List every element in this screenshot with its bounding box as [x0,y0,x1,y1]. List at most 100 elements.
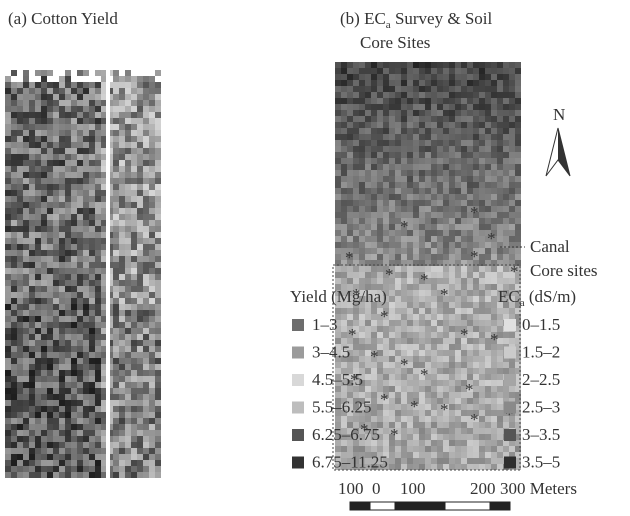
yield-cell [155,286,161,292]
ec-cell [455,188,461,194]
yield-cell [59,436,65,442]
yield-cell [53,400,59,406]
yield-cell [17,472,23,478]
yield-cell [83,148,89,154]
yield-cell [17,394,23,400]
ec-cell [401,422,407,428]
ec-cell [407,266,413,272]
yield-cell [41,178,47,184]
yield-cell [47,334,53,340]
yield-cell [95,346,101,352]
yield-cell [65,322,71,328]
ec-cell [449,446,455,452]
yield-cell [23,448,29,454]
yield-cell [149,430,155,436]
ec-cell [335,62,341,68]
ec-cell [455,350,461,356]
ec-cell [413,134,419,140]
ec-cell [401,110,407,116]
ec-cell [401,104,407,110]
yield-cell [125,280,131,286]
ec-cell [383,344,389,350]
ec-cell [377,416,383,422]
ec-cell [419,314,425,320]
ec-cell [497,362,503,368]
ec-cell [509,188,515,194]
ec-cell [509,134,515,140]
ec-cell [473,332,479,338]
ec-cell [395,458,401,464]
ec-cell [389,230,395,236]
ec-cell [377,104,383,110]
yield-cell [149,202,155,208]
ec-cell [509,116,515,122]
yield-cell [17,418,23,424]
yield-cell [113,220,119,226]
ec-cell [431,380,437,386]
ec-cell [425,398,431,404]
ec-cell [377,206,383,212]
yield-cell [11,292,17,298]
ec-cell [455,170,461,176]
ec-cell [479,284,485,290]
yield-cell [35,412,41,418]
yield-cell [83,286,89,292]
ec-cell [467,362,473,368]
yield-cell [89,412,95,418]
yield-cell [137,124,143,130]
yield-cell [11,400,17,406]
yield-cell [29,274,35,280]
ec-cell [479,218,485,224]
yield-cell [83,364,89,370]
yield-cell [59,358,65,364]
ec-cell [353,212,359,218]
yield-cell [53,154,59,160]
legend-label: 1.5–2 [522,343,560,362]
ec-cell [479,194,485,200]
ec-cell [365,338,371,344]
ec-cell [491,146,497,152]
ec-cell [371,92,377,98]
ec-cell [461,368,467,374]
ec-cell [389,458,395,464]
yield-cell [95,262,101,268]
ec-cell [497,368,503,374]
yield-cell [125,256,131,262]
ec-cell [419,338,425,344]
yield-cell [53,454,59,460]
yield-cell [5,472,11,478]
ec-cell [449,218,455,224]
yield-cell [77,82,83,88]
ec-cell [461,404,467,410]
yield-cell [125,322,131,328]
ec-cell [497,446,503,452]
ec-cell [431,464,437,470]
ec-cell [401,134,407,140]
ec-cell [389,338,395,344]
title-text: Survey & Soil [391,9,493,28]
ec-cell [419,308,425,314]
ec-cell [401,188,407,194]
yield-cell [131,118,137,124]
ec-cell [377,272,383,278]
yield-cell [11,352,17,358]
ec-cell [485,182,491,188]
ec-cell [503,176,509,182]
yield-cell [155,202,161,208]
yield-cell [41,400,47,406]
yield-cell [113,370,119,376]
ec-cell [371,74,377,80]
yield-cell [125,82,131,88]
ec-cell [509,212,515,218]
yield-cell [149,340,155,346]
ec-cell [509,254,515,260]
yield-cell [155,226,161,232]
ec-cell [401,464,407,470]
ec-cell [515,170,521,176]
yield-cell [11,142,17,148]
ec-cell [431,422,437,428]
ec-cell [371,212,377,218]
ec-cell [419,242,425,248]
ec-cell [467,176,473,182]
yield-cell [131,196,137,202]
